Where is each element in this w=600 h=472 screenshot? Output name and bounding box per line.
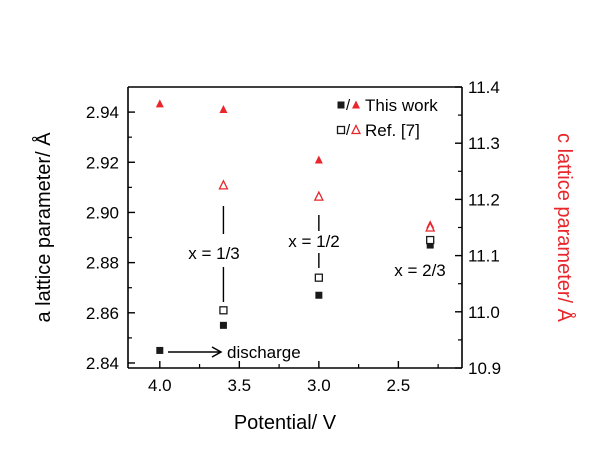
- legend-marker-open-square: [336, 125, 346, 135]
- data-point-open-triangle: [218, 179, 229, 190]
- legend-separator: /: [346, 97, 351, 114]
- data-point-filled-square: [219, 321, 227, 329]
- annotation-x23: x = 2/3: [394, 261, 446, 280]
- right-y-tick-label: 10.9: [468, 359, 501, 378]
- annotation-x12: x = 1/2: [288, 232, 340, 251]
- x-axis-title: Potential/ V: [234, 412, 337, 434]
- left-y-tick-label: 2.88: [86, 254, 119, 273]
- right-y-tick-label: 11.3: [468, 134, 500, 153]
- legend-separator: /: [346, 122, 351, 139]
- right-y-tick-label: 11.1: [468, 247, 500, 266]
- annotation-discharge: discharge: [227, 343, 301, 362]
- plot-frame: [127, 86, 463, 369]
- left-y-tick-label: 2.86: [86, 304, 119, 323]
- annotation-x13: x = 1/3: [188, 244, 240, 263]
- x-tick-label: 3.0: [307, 376, 331, 395]
- x-tick-label: 2.5: [387, 376, 411, 395]
- data-point-filled-triangle: [155, 99, 164, 108]
- data-point-filled-triangle: [314, 155, 323, 164]
- axis-ticks: 2.84 2.86 2.88 2.90 2.92 2.94 10.9 11.0 11.1 11.2…: [86, 78, 501, 395]
- data-point-filled-square: [156, 346, 164, 354]
- legend-label: This work: [365, 96, 438, 115]
- data-marks: [155, 99, 436, 354]
- data-point-open-triangle: [425, 221, 436, 232]
- left-y-tick-label: 2.84: [86, 354, 119, 373]
- left-y-tick-label: 2.94: [86, 103, 119, 122]
- data-point-filled-triangle: [219, 104, 228, 113]
- right-y-tick-label: 11.0: [468, 303, 500, 322]
- legend-marker-filled-triangle: [352, 100, 360, 109]
- left-y-tick-label: 2.92: [86, 153, 119, 172]
- legend-marker-open-triangle: [350, 124, 362, 135]
- data-point-open-triangle: [313, 190, 324, 201]
- data-point-open-square: [314, 273, 324, 282]
- discharge-arrow-head: [211, 346, 223, 358]
- data-point-open-square: [219, 306, 228, 315]
- legend-label: Ref. [7]: [365, 121, 420, 140]
- legend-marker-filled-square: [337, 101, 345, 109]
- x-tick-label: 3.5: [228, 376, 252, 395]
- x-tick-label: 4.0: [148, 376, 172, 395]
- left-y-tick-label: 2.90: [86, 203, 119, 222]
- annotations: x = 1/3 x = 1/2 x = 2/3 discharge: [168, 206, 446, 362]
- right-y-tick-label: 11.2: [468, 190, 500, 209]
- left-y-axis-title: a lattice parameter/ Å: [32, 132, 55, 323]
- right-y-axis-title: c lattice parameter/ Å: [553, 133, 576, 323]
- data-point-filled-square: [315, 291, 323, 299]
- data-point-open-square: [426, 235, 435, 245]
- data-point-filled-square: [426, 241, 434, 249]
- axis-labels: Potential/ V a lattice parameter/ Å c latt…: [32, 132, 576, 434]
- right-y-tick-label: 11.4: [468, 78, 500, 97]
- legend: / This work / Ref. [7]: [336, 96, 438, 140]
